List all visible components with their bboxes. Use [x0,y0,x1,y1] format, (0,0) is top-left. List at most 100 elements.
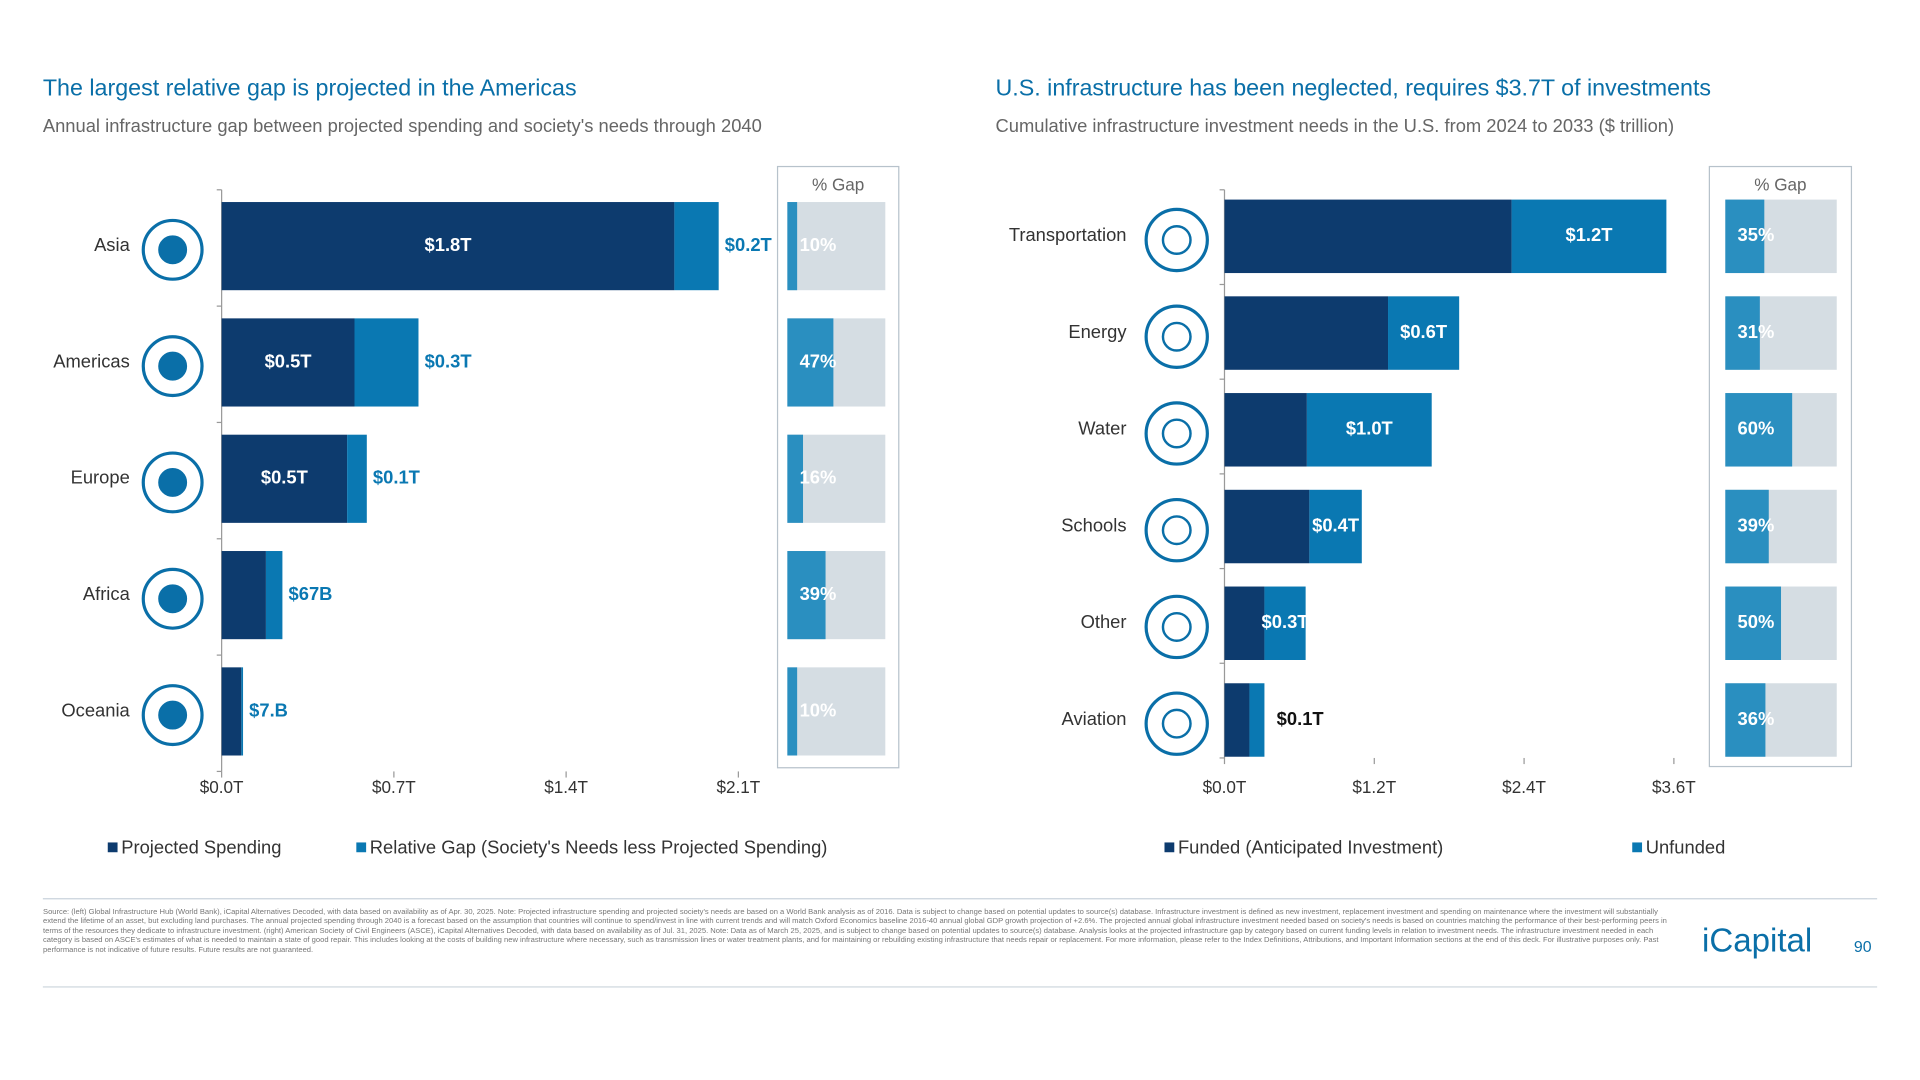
category-icon-glyph [1161,708,1192,739]
category-label: Oceania [61,699,130,720]
pct-gap-track [787,434,886,523]
category-icon [1144,304,1209,369]
category-icon [1144,498,1209,563]
pct-gap-bar [1725,586,1782,660]
x-tick-label: $2.1T [716,777,760,797]
pct-gap-title: % Gap [812,175,864,195]
value-label: $0.2T [725,234,773,255]
category-icon [1144,594,1209,660]
bar-segment [1249,683,1265,757]
pct-gap-bar [1725,683,1766,757]
bar-segment [354,318,419,407]
value-label: $0.6T [1400,321,1448,342]
pct-gap-label: 50% [1738,611,1775,632]
category-label: Energy [1068,321,1127,342]
bar-segment [265,551,283,640]
pct-gap-title: % Gap [1754,175,1806,195]
value-label: $0.5T [265,350,313,371]
pct-gap-bar [787,551,826,640]
value-label: $1.8T [425,234,473,255]
value-label: $0.3T [425,350,473,371]
bar-segment [221,202,675,291]
category-icon [1144,691,1209,756]
category-icon-glyph [1161,515,1192,546]
value-label: $0.5T [261,467,309,488]
value-label: $7.B [249,699,288,720]
category-icon [141,567,204,630]
value-label: $0.3T [1262,611,1310,632]
category-label: Americas [53,350,130,371]
x-tick-label: $1.4T [544,777,588,797]
category-icon-glyph [1161,321,1192,352]
pct-gap-label: 39% [1738,514,1775,535]
legend-label: Unfunded [1646,836,1726,857]
x-tick-label: $2.4T [1502,777,1546,797]
pct-gap-label: 10% [800,699,837,720]
category-icon-glyph [158,351,188,381]
bar-segment [1388,296,1460,370]
logo: iCapital [1702,923,1812,960]
category-label: Transportation [1009,224,1127,245]
value-label: $0.4T [1312,514,1360,535]
legend-label: Projected Spending [121,836,281,857]
pct-gap-bar [787,202,798,291]
pct-gap-bar [1725,296,1760,370]
pct-gap-bar [1725,199,1765,274]
category-label: Schools [1061,514,1126,535]
pct-gap-bar [787,318,834,407]
bar-segment [221,667,242,756]
pct-gap-label: 35% [1738,224,1775,245]
value-label: $0.1T [1277,708,1325,729]
bar-segment [1224,296,1389,370]
chart-subtitle: Annual infrastructure gap between projec… [43,115,762,136]
pct-gap-label: 31% [1738,321,1775,342]
value-label: $0.1T [373,467,421,488]
value-label: $1.0T [1346,418,1394,439]
x-tick-label: $1.2T [1352,777,1396,797]
category-icon-glyph [158,700,188,730]
source-note: Source: (left) Global Infrastructure Hub… [43,907,1667,954]
pct-gap-label: 16% [800,467,837,488]
category-icon [141,451,204,514]
category-label: Europe [71,467,130,488]
legend-label: Funded (Anticipated Investment) [1178,836,1443,857]
x-tick-label: $0.0T [200,777,244,797]
legend-swatch [107,842,118,853]
bar-segment [221,434,348,523]
bar-segment [1224,683,1250,757]
pct-gap-label: 36% [1738,708,1775,729]
pct-gap-label: 60% [1738,418,1775,439]
pct-gap-track [787,202,886,291]
pct-gap-track [787,667,886,756]
bar-segment [1224,489,1310,564]
category-icon-glyph [1161,611,1192,642]
pct-gap-label: 47% [800,350,837,371]
pct-gap-bar [787,667,798,756]
pct-gap-bar [1725,393,1793,467]
bar-segment [1306,393,1432,467]
bar-segment [1224,586,1265,660]
pct-gap-label: 39% [800,583,837,604]
bar-segment [221,318,355,407]
category-label: Other [1081,611,1127,632]
bar-segment [674,202,719,291]
pct-gap-bar [787,434,804,523]
x-tick-label: $3.6T [1652,777,1696,797]
category-label: Africa [83,583,131,604]
pct-gap-label: 10% [800,234,837,255]
legend-label: Relative Gap (Society's Needs less Proje… [370,836,828,857]
x-tick-label: $0.0T [1203,777,1247,797]
category-icon [141,335,204,398]
chart-subtitle: Cumulative infrastructure investment nee… [996,115,1675,136]
category-icon-glyph [158,584,188,614]
bar-segment [1224,393,1307,467]
category-icon [1144,401,1209,466]
pct-gap-bar [1725,489,1769,564]
legend-swatch [1632,842,1643,853]
bar-segment [1224,199,1512,274]
page-number: 90 [1854,939,1872,956]
bar-segment [221,551,266,640]
bar-segment [1309,489,1362,564]
